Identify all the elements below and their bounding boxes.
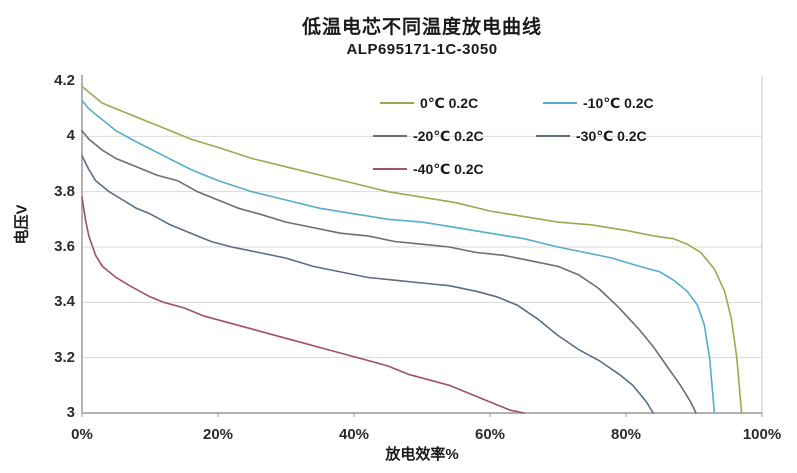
y-tick-3.2: 3.2 bbox=[54, 349, 75, 366]
legend-item-minus40c: -40℃ 0.2C bbox=[373, 161, 484, 177]
y-axis-title: 电压V bbox=[13, 204, 31, 245]
legend-label-0c: 0℃ 0.2C bbox=[420, 94, 479, 111]
y-tick-4: 4 bbox=[66, 127, 75, 144]
legend-label-minus30c: -30℃ 0.2C bbox=[576, 127, 647, 144]
legend-label-minus40c: -40℃ 0.2C bbox=[413, 160, 484, 177]
legend-label-minus10c: -10℃ 0.2C bbox=[583, 94, 654, 111]
y-tick-3.4: 3.4 bbox=[54, 293, 75, 310]
legend-swatch-0c bbox=[380, 102, 414, 104]
legend-item-0c: 0℃ 0.2C bbox=[380, 95, 478, 111]
legend-item-minus30c: -30℃ 0.2C bbox=[536, 128, 647, 144]
legend-item-minus10c: -10℃ 0.2C bbox=[543, 95, 654, 111]
legend-swatch-minus40c bbox=[373, 168, 407, 170]
x-tick-100: 100% bbox=[742, 426, 782, 443]
x-axis-title: 放电效率% bbox=[385, 446, 459, 463]
y-tick-3.8: 3.8 bbox=[54, 183, 75, 200]
x-tick-0: 0% bbox=[71, 426, 93, 443]
legend-label-minus20c: -20℃ 0.2C bbox=[413, 127, 484, 144]
chart-title: 低温电芯不同温度放电曲线 bbox=[301, 17, 542, 38]
legend-swatch-minus20c bbox=[373, 135, 407, 137]
legend-swatch-minus30c bbox=[536, 135, 570, 137]
x-tick-60: 60% bbox=[474, 426, 506, 443]
x-tick-20: 20% bbox=[202, 426, 234, 443]
y-tick-3.6: 3.6 bbox=[54, 238, 75, 255]
chart-subtitle: ALP695171-1C-3050 bbox=[346, 41, 498, 58]
y-tick-4.2: 4.2 bbox=[54, 72, 75, 89]
legend-item-minus20c: -20℃ 0.2C bbox=[373, 128, 484, 144]
legend-swatch-minus10c bbox=[543, 102, 577, 104]
x-tick-80: 80% bbox=[610, 426, 642, 443]
x-tick-40: 40% bbox=[338, 426, 370, 443]
y-tick-3: 3 bbox=[66, 404, 75, 421]
